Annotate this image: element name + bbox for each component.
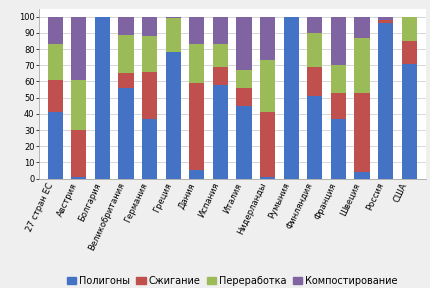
Bar	[402, 41, 417, 64]
Bar	[331, 119, 346, 179]
Bar	[189, 44, 205, 83]
Bar	[237, 70, 252, 88]
Bar	[118, 88, 134, 179]
Bar	[118, 73, 134, 88]
Bar	[71, 17, 86, 80]
Bar	[142, 36, 157, 72]
Bar	[213, 44, 228, 67]
Bar	[402, 64, 417, 179]
Bar	[354, 17, 370, 38]
Bar	[354, 38, 370, 93]
Bar	[402, 17, 417, 41]
Bar	[331, 65, 346, 93]
Bar	[307, 33, 322, 67]
Bar	[142, 119, 157, 179]
Bar	[283, 17, 299, 179]
Bar	[166, 17, 181, 18]
Bar	[237, 106, 252, 179]
Bar	[189, 170, 205, 179]
Bar	[142, 17, 157, 36]
Bar	[237, 17, 252, 70]
Bar	[166, 52, 181, 179]
Bar	[189, 83, 205, 170]
Bar	[71, 177, 86, 179]
Bar	[48, 44, 63, 80]
Bar	[213, 17, 228, 44]
Legend: Полигоны, Сжигание, Переработка, Компостирование: Полигоны, Сжигание, Переработка, Компост…	[63, 272, 402, 288]
Bar	[48, 112, 63, 179]
Bar	[354, 172, 370, 179]
Bar	[95, 17, 110, 179]
Bar	[260, 60, 275, 112]
Bar	[166, 18, 181, 52]
Bar	[71, 130, 86, 177]
Bar	[378, 17, 393, 20]
Bar	[354, 93, 370, 172]
Bar	[378, 23, 393, 179]
Bar	[260, 17, 275, 60]
Bar	[142, 72, 157, 119]
Bar	[71, 80, 86, 130]
Bar	[307, 96, 322, 179]
Bar	[213, 67, 228, 85]
Bar	[260, 177, 275, 179]
Bar	[331, 17, 346, 65]
Bar	[260, 112, 275, 177]
Bar	[189, 17, 205, 44]
Bar	[118, 17, 134, 35]
Bar	[237, 88, 252, 106]
Bar	[48, 17, 63, 44]
Bar	[307, 67, 322, 96]
Bar	[331, 93, 346, 119]
Bar	[118, 35, 134, 73]
Bar	[307, 17, 322, 33]
Bar	[48, 80, 63, 112]
Bar	[378, 20, 393, 23]
Bar	[213, 85, 228, 179]
